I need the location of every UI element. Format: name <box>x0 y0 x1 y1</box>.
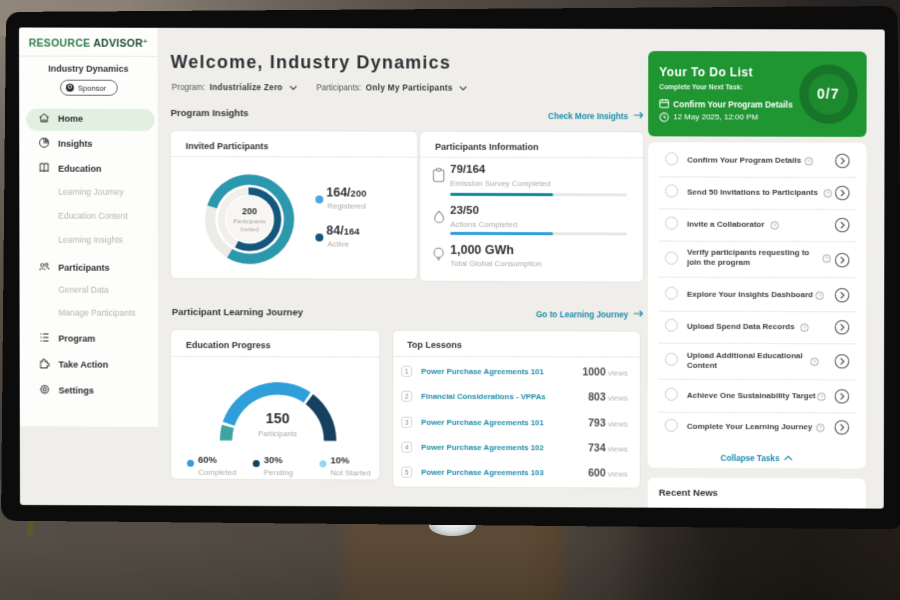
svg-text:?: ? <box>803 325 806 331</box>
svg-text:?: ? <box>813 359 816 365</box>
svg-text:?: ? <box>820 394 823 400</box>
svg-text:?: ? <box>819 425 822 431</box>
svg-text:?: ? <box>826 191 829 197</box>
svg-text:?: ? <box>773 223 776 229</box>
svg-text:?: ? <box>807 159 810 165</box>
svg-text:?: ? <box>825 256 828 262</box>
svg-text:?: ? <box>818 293 821 299</box>
